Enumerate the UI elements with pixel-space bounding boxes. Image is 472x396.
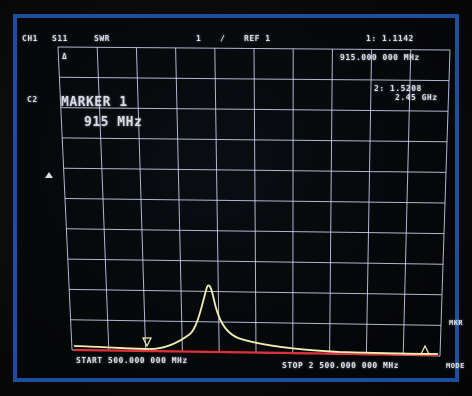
left-arrow-icon bbox=[45, 172, 53, 178]
grid-horizontal-line bbox=[70, 319, 442, 326]
grid-horizontal-line bbox=[59, 76, 450, 82]
parameter-label: S11 bbox=[52, 34, 68, 43]
graticule-grid bbox=[57, 46, 451, 357]
active-marker-frequency: 915.000 000 MHz bbox=[340, 53, 420, 62]
grid-horizontal-line bbox=[64, 198, 446, 204]
marker-1-frequency: 915 MHz bbox=[84, 115, 143, 130]
active-marker-value: 1: 1.1142 bbox=[366, 34, 414, 43]
marker-1-triangle bbox=[142, 337, 152, 348]
grid-horizontal-line bbox=[63, 167, 447, 173]
reference-label: REF 1 bbox=[244, 34, 271, 43]
grid-horizontal-line bbox=[66, 228, 445, 235]
grid-horizontal-line bbox=[67, 258, 444, 265]
stop-frequency: STOP 2 500.000 000 MHz bbox=[282, 361, 399, 370]
channel2-label: C2 bbox=[27, 95, 38, 104]
mkr-softkey-label: MKR bbox=[449, 319, 464, 327]
reference-line bbox=[73, 348, 439, 357]
channel-label: CH1 bbox=[22, 34, 38, 43]
grid-horizontal-line bbox=[62, 137, 448, 143]
mode-softkey-label: MODE bbox=[446, 362, 465, 370]
scale-label: 1 bbox=[196, 34, 202, 43]
marker-1-label: MARKER 1 bbox=[61, 95, 128, 110]
marker-2-triangle bbox=[420, 344, 430, 355]
swr-trace bbox=[73, 284, 439, 355]
grid-horizontal-line bbox=[57, 46, 451, 51]
grid-horizontal-line bbox=[69, 288, 443, 296]
format-label: SWR bbox=[94, 34, 110, 43]
start-frequency: START 500.000 000 MHz bbox=[76, 356, 188, 365]
marker-2-value: 2: 1.5208 bbox=[374, 84, 422, 93]
slash-label: / bbox=[220, 34, 226, 43]
delta-label: Δ bbox=[62, 52, 68, 61]
marker-2-frequency: 2.45 GHz bbox=[395, 93, 438, 102]
grid-horizontal-line bbox=[60, 107, 449, 112]
